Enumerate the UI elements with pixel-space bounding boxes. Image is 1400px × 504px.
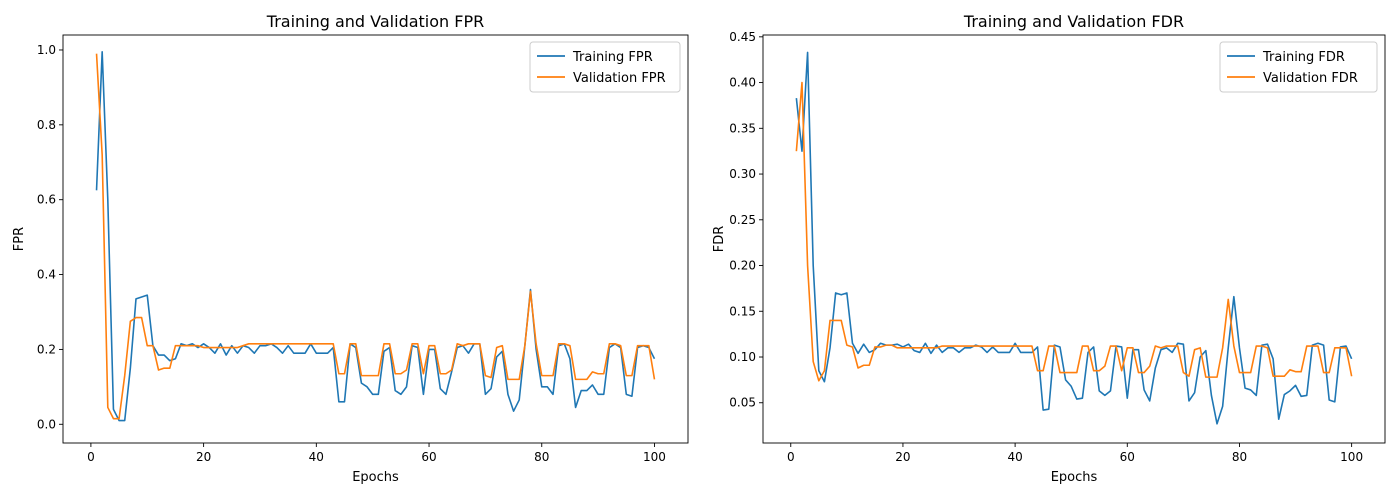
y-tick-label: 0.30	[729, 167, 756, 181]
series-line-validation	[796, 83, 1351, 381]
plot-frame	[63, 35, 688, 443]
x-axis-label: Epochs	[1051, 470, 1098, 485]
y-tick-label: 0.4	[37, 268, 56, 282]
chart-title: Training and Validation FPR	[266, 12, 484, 31]
x-tick-label: 60	[421, 450, 436, 464]
y-tick-label: 0.20	[729, 259, 756, 273]
x-axis-label: Epochs	[352, 470, 399, 485]
y-tick-label: 0.15	[729, 304, 756, 318]
legend-label-validation: Validation FDR	[1263, 71, 1358, 86]
x-tick-label: 20	[895, 450, 910, 464]
x-tick-label: 80	[534, 450, 549, 464]
x-tick-label: 100	[643, 450, 666, 464]
y-tick-label: 0.35	[729, 121, 756, 135]
chart-title: Training and Validation FDR	[963, 12, 1184, 31]
y-axis-label: FDR	[712, 226, 727, 253]
x-tick-label: 20	[196, 450, 211, 464]
series-line-training	[97, 52, 655, 421]
x-tick-label: 0	[87, 450, 95, 464]
series-line-training	[796, 52, 1351, 423]
y-tick-label: 0.40	[729, 76, 756, 90]
y-tick-label: 0.10	[729, 350, 756, 364]
x-tick-label: 60	[1120, 450, 1135, 464]
x-tick-label: 0	[787, 450, 795, 464]
x-tick-label: 40	[1007, 450, 1022, 464]
y-tick-label: 0.8	[37, 118, 56, 132]
legend-label-training: Training FDR	[1262, 50, 1345, 65]
x-tick-label: 80	[1232, 450, 1247, 464]
y-tick-label: 0.45	[729, 30, 756, 44]
chart-panel-2: Training and Validation FDR 0 20 40 60 80 100 0…	[712, 12, 1385, 485]
y-tick-label: 0.6	[37, 193, 56, 207]
legend-label-validation: Validation FPR	[573, 71, 666, 86]
legend-label-training: Training FPR	[572, 50, 653, 65]
legend: Training FPR Validation FPR	[530, 42, 680, 92]
chart-panel-1: Training and Validation FPR 0 20 40 60 80 100 0…	[12, 12, 688, 485]
y-tick-label: 0.0	[37, 417, 56, 431]
y-axis-label: FPR	[12, 227, 27, 251]
y-tick-label: 0.05	[729, 396, 756, 410]
x-tick-label: 100	[1340, 450, 1363, 464]
y-tick-label: 1.0	[37, 43, 56, 57]
y-tick-label: 0.2	[37, 342, 56, 356]
legend: Training FDR Validation FDR	[1220, 42, 1377, 92]
x-tick-label: 40	[309, 450, 324, 464]
plot-frame	[763, 35, 1385, 443]
y-tick-label: 0.25	[729, 213, 756, 227]
